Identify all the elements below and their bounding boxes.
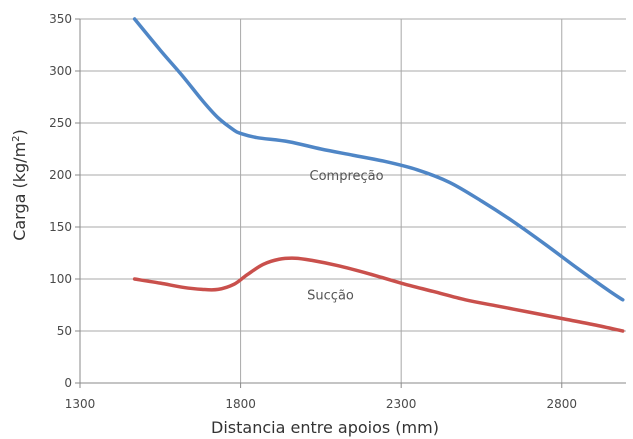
y-axis-title: Carga (kg/m2) (10, 129, 29, 241)
x-tick-labels: 1300 1800 2300 2800 (65, 397, 577, 411)
series-line-succao (132, 256, 625, 333)
series-line-compressao (132, 17, 625, 302)
x-tick-label: 2800 (546, 397, 577, 411)
axes (75, 18, 626, 388)
x-tick-label: 2300 (386, 397, 417, 411)
y-tick-label: 350 (49, 12, 72, 26)
y-tick-label: 150 (49, 220, 72, 234)
y-axis-title-superscript: 2 (11, 135, 22, 141)
y-tick-label: 200 (49, 168, 72, 182)
y-axis-title-close: ) (10, 129, 29, 135)
grid (80, 18, 626, 383)
y-tick-label: 0 (64, 376, 72, 390)
y-tick-label: 250 (49, 116, 72, 130)
y-tick-label: 100 (49, 272, 72, 286)
x-tick-label: 1300 (65, 397, 96, 411)
series-labels: Compreção Sucção (307, 169, 383, 304)
series-lines (132, 17, 625, 333)
y-tick-labels: 0 50 100 150 200 250 300 350 (49, 12, 72, 390)
y-tick-label: 50 (57, 324, 72, 338)
x-tick-label: 1800 (225, 397, 256, 411)
x-axis-title: Distancia entre apoios (mm) (211, 418, 439, 437)
y-axis-title-main: Carga (kg/m (10, 142, 29, 241)
series-label: Sucção (307, 289, 354, 304)
y-tick-label: 300 (49, 64, 72, 78)
series-label: Compreção (310, 169, 384, 184)
